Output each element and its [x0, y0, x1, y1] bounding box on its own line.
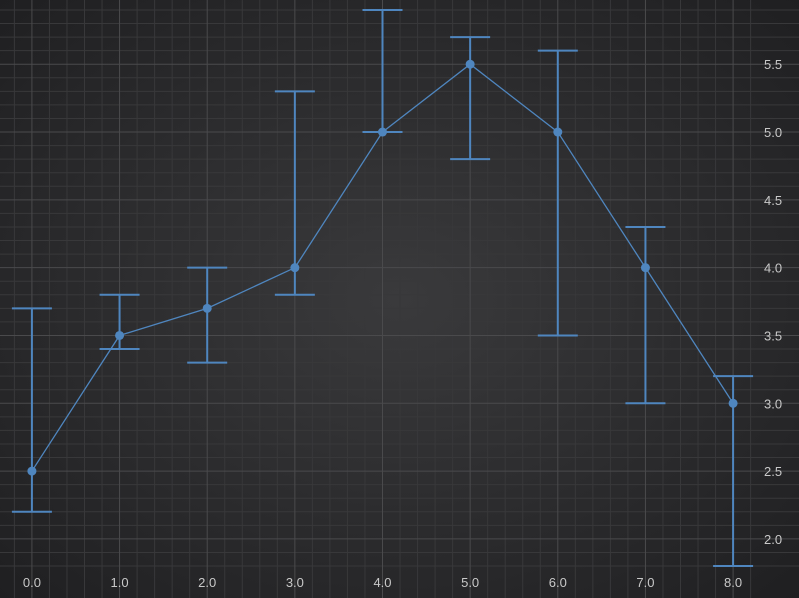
data-point: [465, 59, 475, 69]
x-tick-label: 2.0: [198, 575, 216, 590]
data-point: [728, 398, 738, 408]
x-tick-label: 8.0: [724, 575, 742, 590]
x-tick-label: 4.0: [373, 575, 391, 590]
data-point: [640, 263, 650, 273]
x-tick-label: 5.0: [461, 575, 479, 590]
data-point: [27, 466, 37, 476]
x-tick-label: 7.0: [636, 575, 654, 590]
y-tick-label: 4.5: [764, 193, 782, 208]
y-tick-label: 3.0: [764, 396, 782, 411]
x-axis-tick-labels: 0.0 1.0 2.0 3.0 4.0 5.0 6.0 7.0 8.0: [23, 575, 742, 590]
error-bars: [11, 9, 754, 567]
data-point: [202, 303, 212, 313]
data-point: [115, 330, 125, 340]
x-tick-label: 0.0: [23, 575, 41, 590]
y-tick-label: 2.5: [764, 464, 782, 479]
y-tick-label: 4.0: [764, 261, 782, 276]
x-tick-label: 1.0: [111, 575, 129, 590]
y-axis-tick-labels: 2.0 2.5 3.0 3.5 4.0 4.5 5.0 5.5: [764, 57, 782, 547]
y-tick-label: 5.0: [764, 125, 782, 140]
data-point: [378, 127, 387, 137]
y-tick-label: 2.0: [764, 532, 782, 547]
data-point: [553, 127, 563, 137]
x-tick-label: 3.0: [286, 575, 304, 590]
y-tick-label: 5.5: [764, 57, 782, 72]
x-tick-label: 6.0: [549, 575, 567, 590]
data-point: [290, 263, 300, 273]
data-points: [27, 59, 738, 476]
y-tick-label: 3.5: [764, 328, 782, 343]
